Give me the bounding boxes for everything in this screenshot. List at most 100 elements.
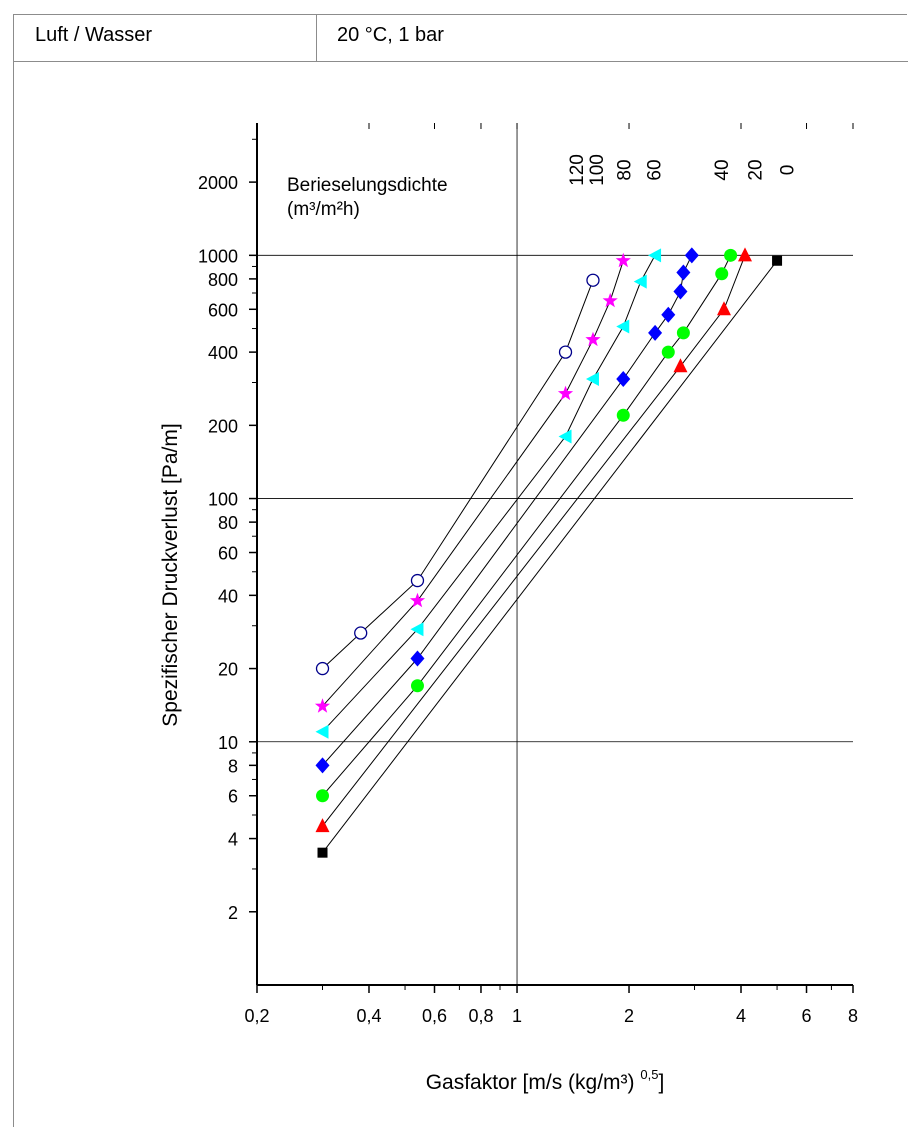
data-point	[661, 345, 675, 359]
data-point	[715, 267, 729, 281]
data-point	[315, 818, 330, 833]
series-line	[322, 260, 778, 854]
x-tick-label: 8	[848, 1006, 858, 1026]
y-tick-label: 600	[208, 300, 238, 320]
series-layer	[314, 247, 783, 858]
series-20	[315, 247, 752, 833]
data-point	[558, 345, 573, 359]
y-tick-label: 100	[208, 490, 238, 510]
y-tick-label: 40	[218, 586, 238, 606]
y-tick-label: 4	[228, 830, 238, 850]
x-tick-label: 0,2	[244, 1006, 269, 1026]
y-tick-label: 80	[218, 513, 238, 533]
y-tick-label: 6	[228, 787, 238, 807]
series-100	[314, 252, 631, 713]
data-point	[724, 248, 738, 262]
data-point	[616, 319, 630, 334]
y-tick-label: 8	[228, 756, 238, 776]
x-tick-label: 0,4	[356, 1006, 381, 1026]
data-point	[314, 698, 331, 713]
data-point	[673, 358, 688, 373]
data-point	[616, 371, 631, 388]
data-point	[602, 292, 618, 308]
data-point	[716, 301, 731, 316]
y-tick-label: 400	[208, 343, 238, 363]
data-point	[676, 326, 690, 340]
table-sheet	[13, 14, 907, 1127]
axis-title-layer: Gasfaktor [m/s (kg/m³) 0,5] Spezifischer…	[159, 423, 664, 1094]
x-axis-title: Gasfaktor [m/s (kg/m³) 0,5]	[426, 1067, 665, 1094]
data-point	[315, 757, 330, 774]
y-tick-label: 20	[218, 660, 238, 680]
y-tick-label: 800	[208, 270, 238, 290]
legend-title: Berieselungsdichte	[287, 175, 448, 196]
grid-layer	[257, 123, 853, 985]
series-40	[316, 248, 738, 803]
data-point	[738, 247, 752, 262]
x-axis-title-end: ]	[658, 1071, 664, 1094]
series-line	[322, 280, 594, 669]
data-point	[772, 255, 783, 266]
y-tick-label: 1000	[198, 246, 238, 266]
data-point	[354, 626, 368, 640]
series-80	[315, 248, 662, 739]
series-label: 20	[746, 159, 767, 180]
data-point	[410, 622, 424, 637]
data-point	[410, 650, 425, 667]
x-tick-label: 6	[802, 1006, 812, 1026]
data-point	[557, 385, 574, 401]
header-conditions-cell: 20 °C, 1 bar	[337, 24, 444, 46]
data-point	[676, 264, 691, 281]
series-line	[322, 255, 732, 797]
series-60	[315, 247, 699, 774]
y-tick-label: 60	[218, 544, 238, 564]
data-point	[410, 679, 424, 693]
x-tick-label: 0,6	[422, 1006, 447, 1026]
data-point	[585, 372, 599, 387]
series-0	[317, 255, 783, 858]
legend-unit: (m³/m²h)	[287, 199, 360, 220]
series-label: 120	[567, 154, 588, 186]
x-tick-label: 0,8	[468, 1006, 493, 1026]
header-cell-divider	[316, 14, 317, 62]
data-point	[317, 847, 328, 858]
series-line	[322, 255, 693, 766]
x-tick-label: 2	[624, 1006, 634, 1026]
y-axis-title: Spezifischer Druckverlust [Pa/m]	[159, 423, 182, 726]
header-medium-cell: Luft / Wasser	[35, 24, 153, 46]
data-point	[315, 661, 330, 676]
series-label: 40	[712, 159, 733, 180]
data-point	[673, 283, 688, 300]
y-tick-label: 2000	[198, 173, 238, 193]
series-line	[322, 260, 624, 707]
data-point	[585, 331, 601, 347]
data-point	[615, 252, 631, 268]
series-label: 80	[614, 159, 635, 180]
header-row	[13, 14, 908, 62]
x-tick-label: 1	[512, 1006, 522, 1026]
series-line	[322, 255, 746, 827]
data-point	[315, 724, 329, 739]
x-axis-title-main: Gasfaktor [m/s (kg/m³)	[426, 1071, 641, 1094]
y-tick-label: 200	[208, 416, 238, 436]
series-120	[315, 273, 600, 676]
data-point	[648, 248, 662, 263]
x-tick-label: 4	[736, 1006, 746, 1026]
series-label: 100	[587, 154, 608, 186]
y-tick-label: 10	[218, 733, 238, 753]
data-point	[586, 273, 600, 287]
data-point	[633, 274, 647, 289]
data-point	[616, 408, 630, 422]
series-label: 0	[777, 165, 798, 176]
data-point	[316, 789, 330, 803]
series-line	[322, 255, 656, 733]
data-point	[648, 324, 663, 341]
x-axis-title-exponent: 0,5	[640, 1067, 658, 1082]
series-label: 60	[645, 159, 666, 180]
y-tick-label: 2	[228, 903, 238, 923]
data-point	[661, 306, 676, 323]
data-point	[558, 429, 572, 444]
data-point	[684, 247, 699, 264]
data-point	[409, 592, 426, 608]
